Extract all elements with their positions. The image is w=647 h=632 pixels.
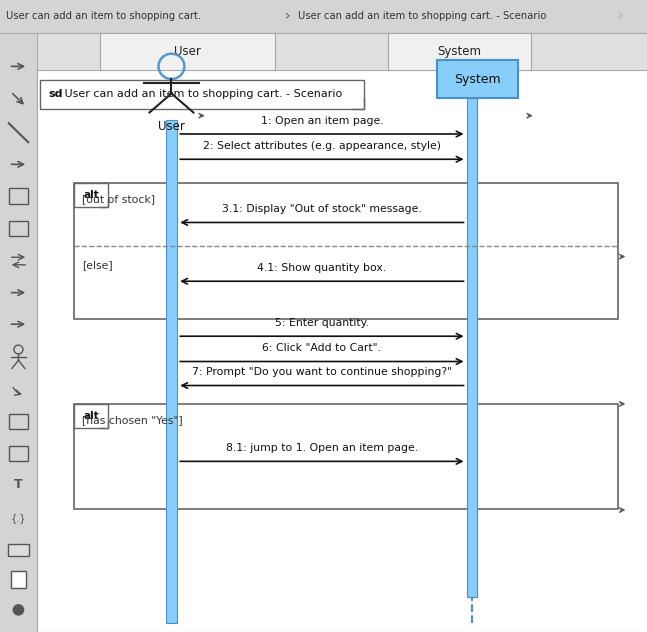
Text: [has chosen "Yes"]: [has chosen "Yes"]	[82, 415, 183, 425]
Bar	[0, 0, 647, 33]
Text: 1: Open an item page.: 1: Open an item page.	[261, 116, 383, 126]
Text: 4.1: Show quantity box.: 4.1: Show quantity box.	[258, 263, 386, 273]
Text: T: T	[14, 478, 23, 491]
Text: User can add an item to shopping cart. - Scenario: User can add an item to shopping cart. -…	[61, 90, 343, 99]
Bar	[388, 33, 531, 70]
Bar	[467, 98, 477, 597]
Bar	[74, 183, 108, 207]
Bar	[74, 183, 618, 319]
Bar	[100, 33, 275, 70]
Text: 2: Select attributes (e.g. appearance, style): 2: Select attributes (e.g. appearance, s…	[203, 141, 441, 151]
Text: System: System	[454, 73, 501, 85]
Text: sd: sd	[48, 90, 62, 99]
Text: ›: ›	[285, 9, 291, 23]
Bar	[0, 33, 37, 632]
Bar	[9, 414, 28, 429]
Bar	[9, 188, 28, 204]
Text: User can add an item to shopping cart.: User can add an item to shopping cart.	[6, 11, 202, 21]
Text: 3.1: Display "Out of stock" message.: 3.1: Display "Out of stock" message.	[222, 204, 422, 214]
Text: ›: ›	[618, 9, 624, 23]
Bar	[74, 404, 108, 428]
Bar	[74, 404, 618, 509]
Text: [out of stock]: [out of stock]	[82, 194, 155, 204]
Text: System: System	[437, 45, 481, 58]
Text: 6: Click "Add to Cart".: 6: Click "Add to Cart".	[263, 343, 381, 353]
Bar	[10, 571, 26, 588]
Bar	[37, 33, 647, 70]
Text: User: User	[174, 45, 201, 58]
Bar	[9, 221, 28, 236]
Bar	[166, 120, 177, 623]
Bar	[9, 446, 28, 461]
Text: User can add an item to shopping cart. - Scenario: User can add an item to shopping cart. -…	[298, 11, 546, 21]
Text: User: User	[158, 120, 185, 133]
Bar	[8, 544, 28, 556]
Bar	[40, 80, 364, 109]
Text: alt: alt	[83, 411, 99, 422]
Circle shape	[13, 605, 23, 615]
Text: 7: Prompt "Do you want to continue shopping?": 7: Prompt "Do you want to continue shopp…	[192, 367, 452, 377]
Bar	[437, 60, 518, 98]
Text: {.}: {.}	[11, 513, 26, 523]
Text: 5: Enter quantity.: 5: Enter quantity.	[275, 318, 369, 328]
Text: alt: alt	[83, 190, 99, 200]
Bar	[37, 70, 647, 632]
Text: [else]: [else]	[82, 260, 113, 270]
Text: 8.1: jump to 1. Open an item page.: 8.1: jump to 1. Open an item page.	[226, 443, 418, 453]
